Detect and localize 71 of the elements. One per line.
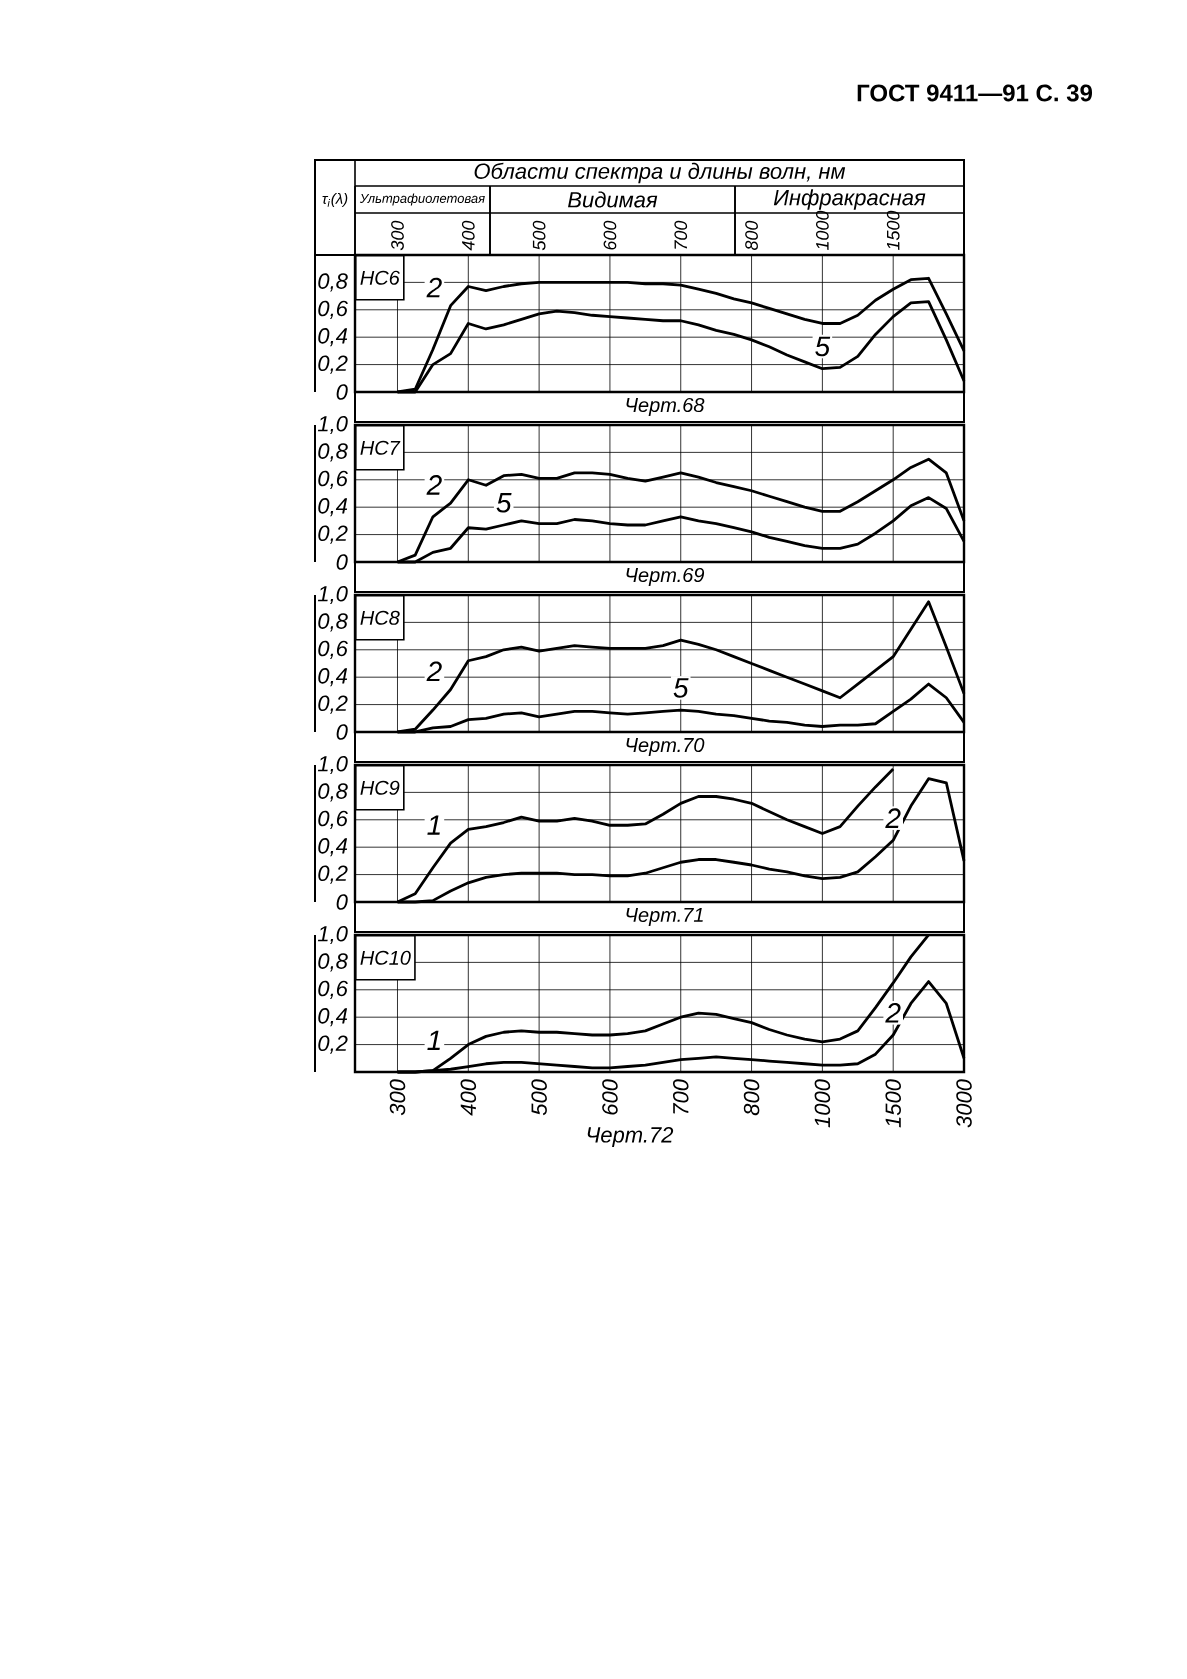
text: Черт.68 xyxy=(626,397,705,417)
y-tick-label: 0,4 xyxy=(318,328,348,347)
y-tick-label: 0,6 xyxy=(318,810,348,829)
text: τ$_{i}$(λ) xyxy=(322,193,348,207)
x-tick-label: 1500 xyxy=(885,1079,901,1128)
y-tick-label: 0,8 xyxy=(318,613,348,632)
series-label: 1 xyxy=(427,815,440,835)
y-tick-label: 0 xyxy=(336,894,348,910)
series-label: 2 xyxy=(426,475,442,495)
text: НС8 xyxy=(360,610,400,625)
text: Черт.72 xyxy=(587,1127,674,1147)
text: НС9 xyxy=(360,780,400,795)
y-tick-label: 0,4 xyxy=(318,498,348,517)
x-tick-label: 800 xyxy=(743,1079,760,1116)
y-tick-label: 0,8 xyxy=(318,783,348,802)
y-tick-label: 0 xyxy=(336,724,348,740)
series-label: 2 xyxy=(885,808,901,828)
x-tick-label: 1500 xyxy=(886,210,900,251)
y-tick-label: 0,6 xyxy=(318,300,348,319)
text: Ультрафиолетовая xyxy=(359,193,485,206)
y-tick-label: 0,6 xyxy=(318,470,348,489)
y-tick-label: 0,6 xyxy=(318,640,348,659)
legend-label: 2 xyxy=(426,277,442,298)
x-tick-label: 700 xyxy=(674,220,688,249)
text: НС7 xyxy=(360,440,401,455)
y-tick-label: 0,2 xyxy=(318,865,348,884)
text: ГОСТ 9411—91 С. 39 xyxy=(857,84,1093,102)
y-tick-label: 0,2 xyxy=(318,525,348,544)
x-tick-label: 700 xyxy=(672,1079,689,1114)
x-tick-label: 300 xyxy=(391,220,404,251)
y-tick-label: 0,4 xyxy=(318,668,348,687)
y-tick-label: 1,0 xyxy=(317,925,348,945)
x-tick-label: 400 xyxy=(460,1079,477,1116)
x-tick-label: 300 xyxy=(389,1079,406,1116)
x-tick-label: 1000 xyxy=(814,1079,831,1128)
text: Черт.69 xyxy=(626,567,705,587)
text: НС6 xyxy=(360,270,400,285)
text: Черт.71 xyxy=(626,908,703,926)
series-label: 1 xyxy=(427,1030,440,1050)
y-tick-label: 0,2 xyxy=(318,695,348,714)
x-tick-label: 3000 xyxy=(956,1079,972,1128)
y-tick-label: 0 xyxy=(336,554,348,570)
text: Черт.70 xyxy=(626,737,705,757)
x-tick-label: 400 xyxy=(461,220,475,251)
series-label: 5 xyxy=(496,493,512,513)
series-label: 2 xyxy=(885,1003,901,1023)
y-tick-label: 0,4 xyxy=(318,838,348,857)
x-tick-label: 600 xyxy=(603,220,617,250)
y-tick-label: 0,2 xyxy=(318,1035,348,1054)
series-label: 2 xyxy=(426,661,442,682)
y-tick-label: 0,6 xyxy=(318,980,348,999)
text: Области спектра и длины волн, нм xyxy=(474,162,846,184)
y-tick-label: 1,0 xyxy=(317,585,348,605)
x-tick-label: 600 xyxy=(602,1079,618,1115)
y-tick-label: 0,8 xyxy=(318,443,348,462)
y-tick-label: 0,8 xyxy=(318,953,348,972)
text: Инфракрасная xyxy=(773,189,926,210)
y-tick-label: 1,0 xyxy=(317,415,348,435)
y-tick-label: 0,4 xyxy=(318,1008,348,1027)
x-tick-label: 1000 xyxy=(816,210,829,251)
y-tick-label: 0,2 xyxy=(318,355,348,374)
y-tick-label: 0 xyxy=(336,384,348,400)
x-tick-label: 800 xyxy=(745,220,758,251)
y-tick-label: 0,8 xyxy=(318,273,348,292)
series-label: 5 xyxy=(673,678,689,698)
series-label: 5 xyxy=(815,336,831,357)
x-tick-label: 500 xyxy=(531,1079,547,1116)
text: НС10 xyxy=(360,950,411,965)
x-tick-label: 500 xyxy=(532,220,546,251)
y-tick-label: 1,0 xyxy=(317,755,348,775)
text: Видимая xyxy=(568,191,658,208)
